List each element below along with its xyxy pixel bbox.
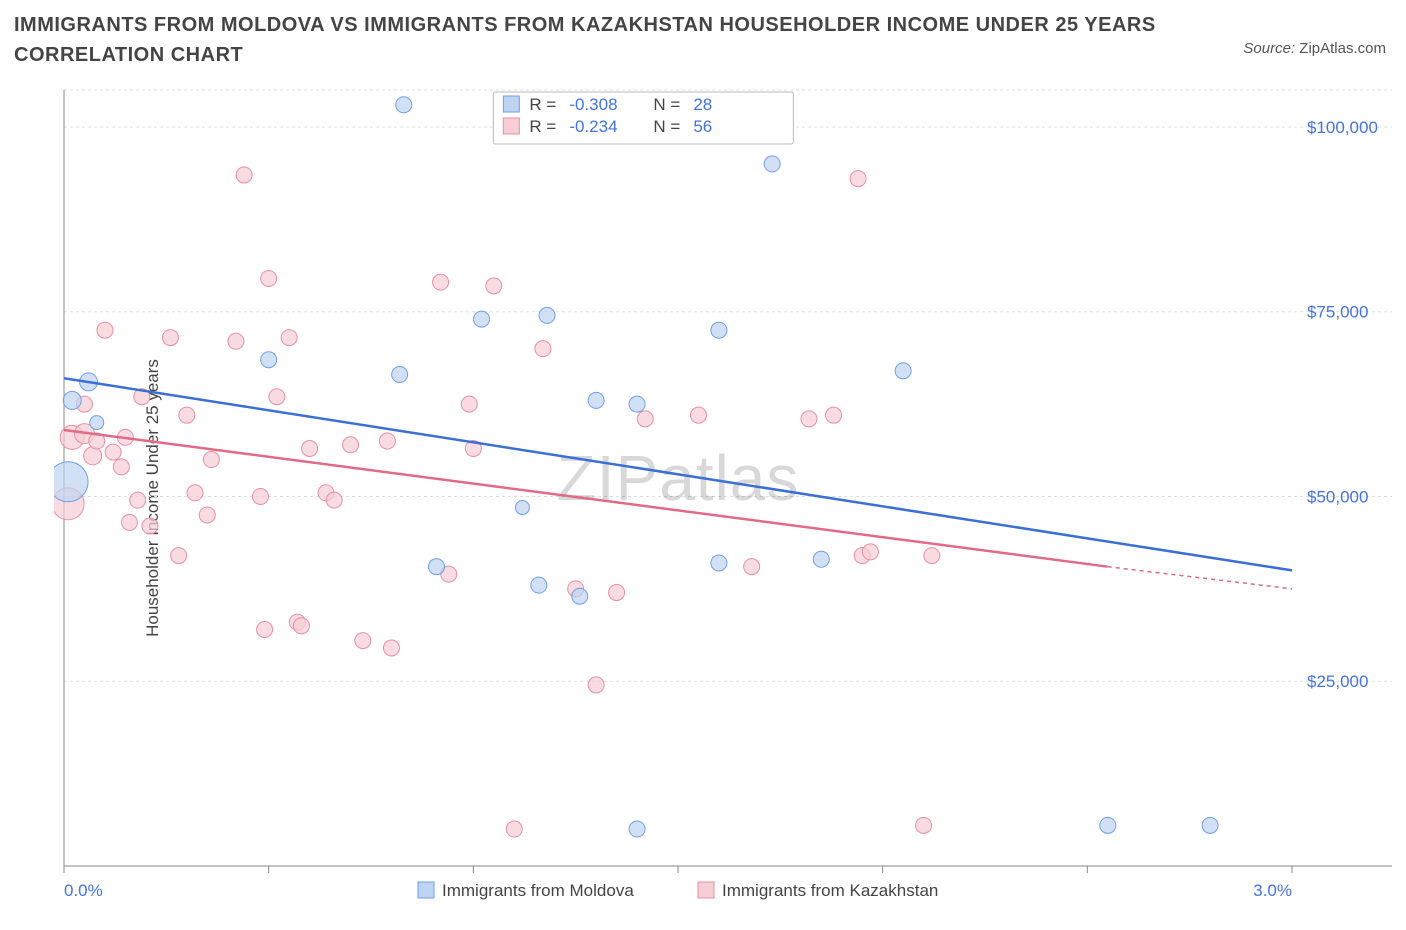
svg-text:$100,000: $100,000 [1307, 118, 1378, 137]
source-value: ZipAtlas.com [1299, 40, 1386, 57]
svg-text:$25,000: $25,000 [1307, 672, 1368, 691]
svg-text:$75,000: $75,000 [1307, 303, 1368, 322]
source-attribution: Source: ZipAtlas.com [1243, 40, 1386, 57]
svg-text:N =: N = [653, 95, 680, 114]
svg-text:-0.308: -0.308 [569, 95, 617, 114]
svg-text:N =: N = [653, 117, 680, 136]
source-label: Source: [1243, 40, 1295, 57]
svg-text:Immigrants from Kazakhstan: Immigrants from Kazakhstan [722, 881, 938, 900]
svg-text:ZIPatlas: ZIPatlas [557, 442, 800, 514]
svg-text:$50,000: $50,000 [1307, 487, 1368, 506]
svg-text:R =: R = [529, 117, 556, 136]
svg-text:0.0%: 0.0% [64, 881, 103, 900]
chart-area: Householder Income Under 25 years $25,00… [14, 80, 1392, 916]
svg-text:-0.234: -0.234 [569, 117, 617, 136]
svg-text:3.0%: 3.0% [1253, 881, 1292, 900]
chart-title: IMMIGRANTS FROM MOLDOVA VS IMMIGRANTS FR… [14, 10, 1246, 70]
svg-text:R =: R = [529, 95, 556, 114]
scatter-plot: $25,000 $50,000 $75,000 $100,000 0.0% 3.0% ZIP… [54, 80, 1392, 916]
svg-text:56: 56 [693, 117, 712, 136]
svg-text:Immigrants from Moldova: Immigrants from Moldova [442, 881, 634, 900]
svg-text:28: 28 [693, 95, 712, 114]
